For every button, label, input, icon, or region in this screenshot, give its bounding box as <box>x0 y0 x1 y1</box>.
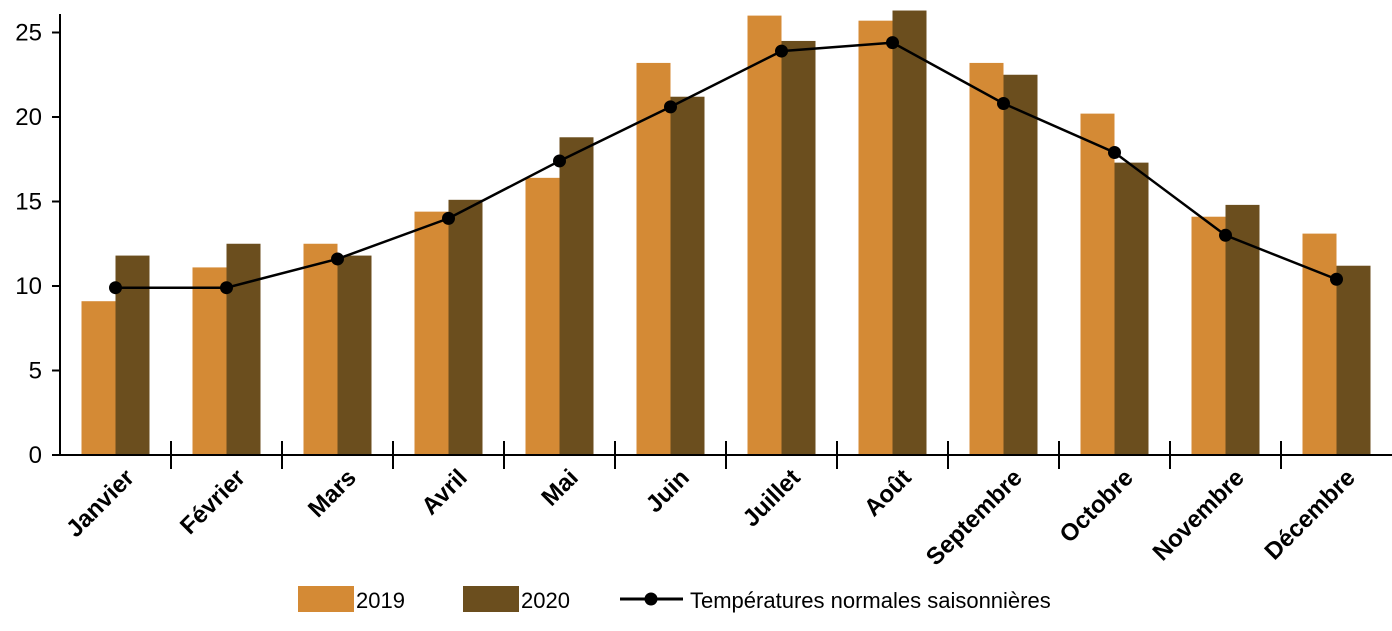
y-tick-label-20: 20 <box>15 104 42 131</box>
bar-2019-Février <box>192 267 227 455</box>
bar-2019-Novembre <box>1191 216 1226 455</box>
x-tick-label-Mars: Mars <box>303 464 362 523</box>
x-tick-label-Avril: Avril <box>417 464 473 520</box>
bar-2020-Septembre <box>1003 74 1038 455</box>
normal-temperature-point-Août <box>886 36 899 50</box>
bar-2020-Août <box>892 10 927 456</box>
y-tick-label-10: 10 <box>15 273 42 300</box>
normal-temperature-point-Juin <box>664 100 677 114</box>
bar-2020-Octobre <box>1114 162 1149 455</box>
normal-temperature-point-Mars <box>331 252 344 266</box>
bar-2020-Février <box>226 243 261 455</box>
x-tick-label-Octobre: Octobre <box>1055 464 1139 548</box>
bar-2020-Juillet <box>781 40 816 455</box>
x-tick-label-Novembre: Novembre <box>1148 464 1250 566</box>
legend: 2019 2020 Températures normales saisonnièr… <box>298 586 1051 613</box>
legend-swatch-2019 <box>298 586 354 612</box>
normal-temperature-point-Octobre <box>1108 145 1121 159</box>
normal-temperature-point-Février <box>220 281 233 295</box>
x-tick-label-Décembre: Décembre <box>1260 464 1361 565</box>
normal-temperature-point-Janvier <box>109 281 122 295</box>
normal-temperature-line-group <box>109 36 1343 295</box>
bar-2019-Avril <box>414 211 449 455</box>
normal-temperature-point-Septembre <box>997 96 1010 110</box>
x-tick-label-Juillet: Juillet <box>738 464 806 532</box>
x-tick-label-Février: Février <box>175 464 251 540</box>
bar-2020-Mars <box>337 255 372 455</box>
normal-temperature-point-Avril <box>442 211 455 225</box>
x-tick-label-Septembre: Septembre <box>921 464 1028 571</box>
legend-label-normal-temperatures: Températures normales saisonnières <box>690 588 1051 613</box>
bar-2019-Octobre <box>1080 113 1115 456</box>
legend-line-marker <box>644 592 658 606</box>
bar-2019-Décembre <box>1302 233 1337 455</box>
bar-group <box>81 10 1371 456</box>
bar-2019-Mars <box>303 243 338 455</box>
bar-2019-Août <box>858 20 893 455</box>
normal-temperature-point-Mai <box>553 154 566 168</box>
y-tick-label-25: 25 <box>15 20 42 47</box>
normal-temperature-point-Juillet <box>775 44 788 58</box>
normal-temperature-point-Novembre <box>1219 228 1232 242</box>
bar-2019-Janvier <box>81 301 116 455</box>
legend-label-2020: 2020 <box>521 588 570 613</box>
legend-swatch-2020 <box>463 586 519 612</box>
x-tick-label-Août: Août <box>859 464 917 522</box>
normal-temperature-line <box>115 41 1337 289</box>
normal-temperature-point-Décembre <box>1330 272 1343 286</box>
x-tick-label-Mai: Mai <box>536 464 583 511</box>
bar-2020-Avril <box>448 199 483 455</box>
bar-2020-Mai <box>559 137 594 455</box>
bar-2020-Juin <box>670 96 705 455</box>
y-tick-label-5: 5 <box>29 358 42 385</box>
x-tick-label-Janvier: Janvier <box>61 464 140 543</box>
bar-2020-Décembre <box>1336 265 1371 455</box>
bar-2019-Juin <box>636 62 671 456</box>
x-tick-label-Juin: Juin <box>641 464 695 518</box>
bar-2019-Mai <box>525 177 560 455</box>
legend-label-2019: 2019 <box>356 588 405 613</box>
bar-2019-Septembre <box>969 62 1004 456</box>
y-tick-label-0: 0 <box>29 442 42 469</box>
bar-2019-Juillet <box>747 15 782 455</box>
y-tick-label-15: 15 <box>15 189 42 216</box>
